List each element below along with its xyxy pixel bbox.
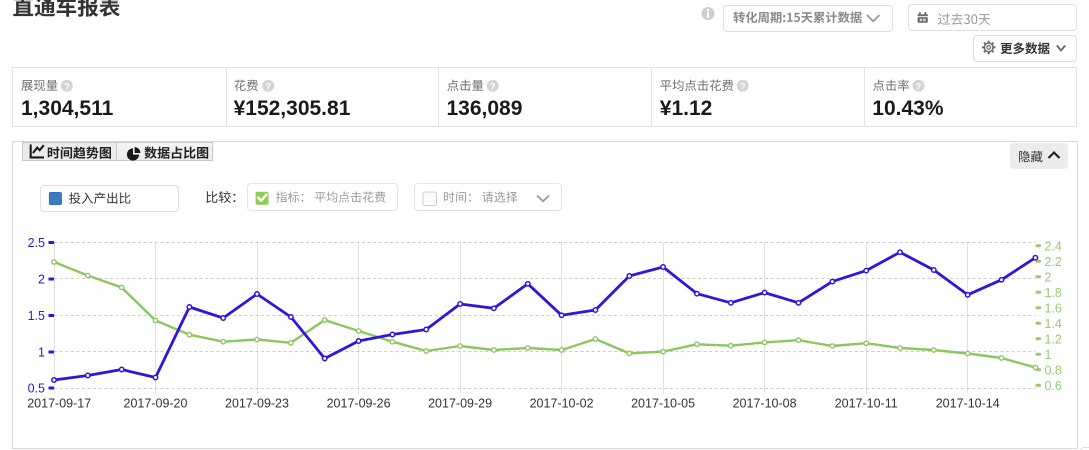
svg-text:2017-09-17: 2017-09-17 [27, 397, 91, 411]
svg-text:1.2: 1.2 [1045, 332, 1062, 346]
svg-text:2017-10-11: 2017-10-11 [835, 397, 898, 411]
svg-text:2017-10-02: 2017-10-02 [530, 397, 594, 411]
svg-text:1.5: 1.5 [28, 309, 45, 323]
svg-text:1.6: 1.6 [1045, 301, 1062, 315]
svg-text:2017-09-20: 2017-09-20 [124, 397, 188, 411]
svg-text:2.5: 2.5 [28, 236, 45, 250]
svg-text:1.8: 1.8 [1045, 286, 1062, 300]
svg-text:2: 2 [38, 273, 45, 287]
svg-text:1: 1 [38, 346, 45, 360]
svg-text:1.4: 1.4 [1045, 317, 1062, 331]
svg-text:?: ? [490, 81, 496, 92]
svg-text:?: ? [916, 81, 922, 92]
svg-text:0.6: 0.6 [1045, 379, 1062, 393]
svg-text:0.8: 0.8 [1045, 363, 1062, 377]
svg-text:2017-09-29: 2017-09-29 [428, 397, 492, 411]
svg-text:?: ? [64, 81, 70, 92]
svg-text:2017-09-23: 2017-09-23 [225, 397, 289, 411]
svg-text:2: 2 [1045, 270, 1052, 284]
svg-text:2.4: 2.4 [1045, 239, 1062, 253]
svg-text:2017-10-05: 2017-10-05 [631, 397, 695, 411]
svg-text:1: 1 [1045, 348, 1052, 362]
svg-text:0.5: 0.5 [28, 382, 45, 396]
svg-text:?: ? [265, 81, 271, 92]
svg-text:2017-10-14: 2017-10-14 [936, 397, 1000, 411]
svg-text:2.2: 2.2 [1045, 255, 1062, 269]
svg-text:?: ? [740, 81, 746, 92]
svg-text:2017-09-26: 2017-09-26 [327, 397, 391, 411]
svg-text:2017-10-08: 2017-10-08 [733, 397, 797, 411]
